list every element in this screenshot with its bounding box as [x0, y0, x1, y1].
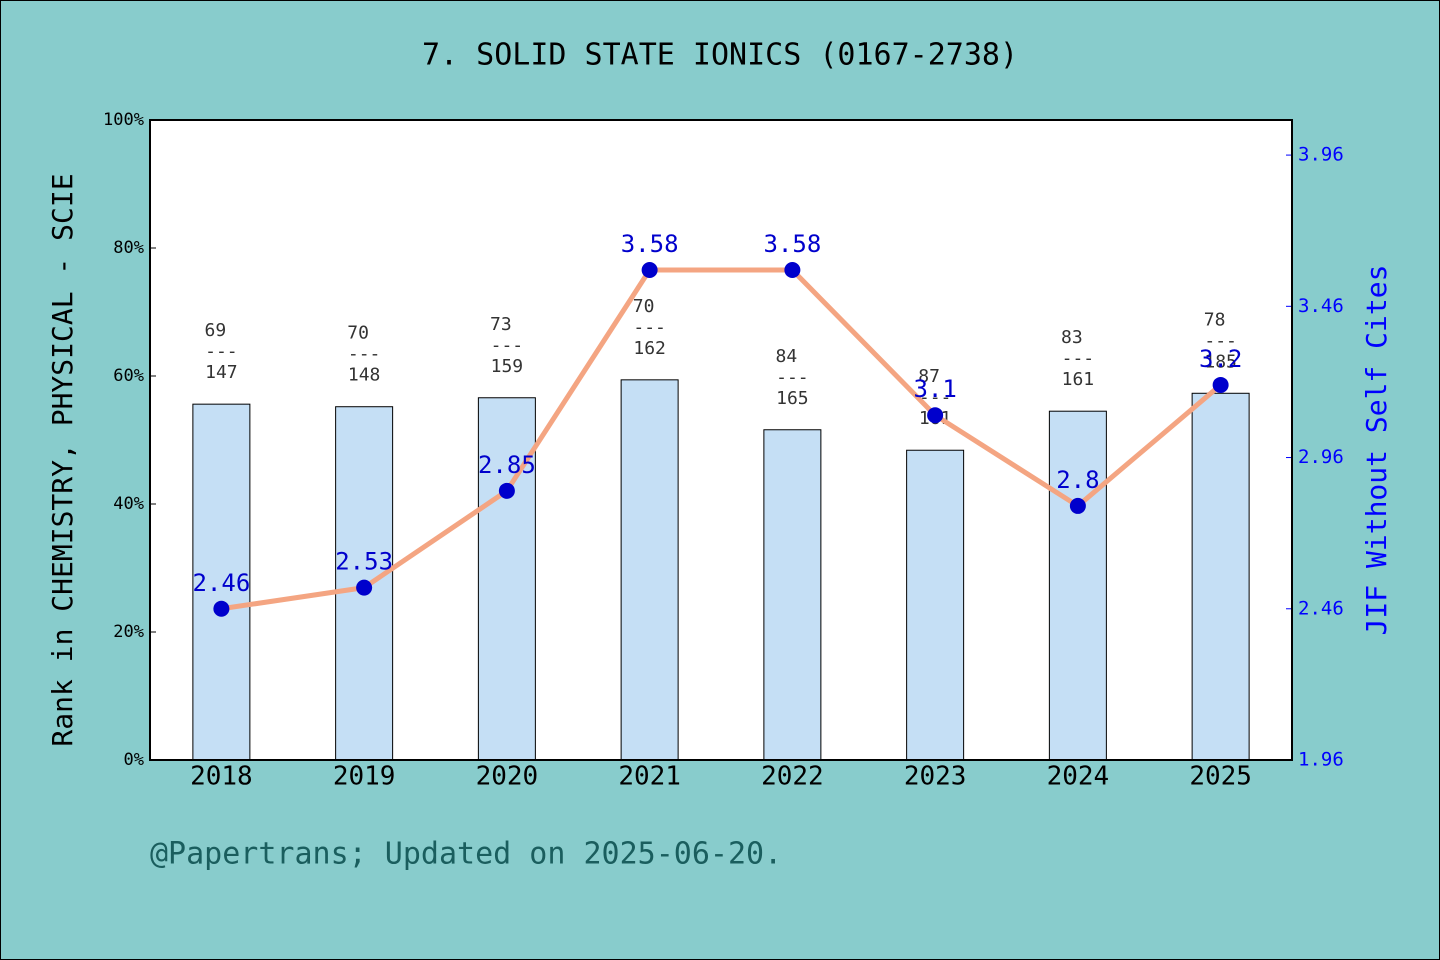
- bar: [620, 379, 679, 761]
- rank-label: 70: [633, 296, 655, 317]
- value-label: 2.53: [335, 548, 393, 576]
- y2-tick-label: 2.46: [1298, 597, 1344, 619]
- rank-total: 161: [1062, 369, 1095, 390]
- rank-total: 159: [491, 356, 524, 377]
- rank-label: 69: [205, 320, 227, 341]
- rank-label: 73: [490, 314, 512, 335]
- x-tick-label: 2020: [476, 762, 539, 792]
- x-tick-label: 2023: [904, 762, 967, 792]
- rank-total: 185: [1204, 351, 1237, 372]
- bar: [1191, 392, 1250, 761]
- y-tick-label: 60%: [113, 366, 144, 386]
- bar: [192, 403, 251, 761]
- marker: [927, 407, 944, 424]
- rank-label: 87: [918, 366, 940, 387]
- bar: [763, 429, 822, 761]
- line: [221, 267, 1223, 612]
- value-label: 3.1: [913, 375, 956, 403]
- rank-label: 78: [1204, 309, 1226, 330]
- rank-separator: ---: [776, 367, 809, 388]
- rank-separator: ---: [1204, 330, 1237, 351]
- y-tick-label: 80%: [113, 238, 144, 258]
- y-tick-label: 100%: [103, 110, 144, 130]
- rank-total: 162: [633, 338, 666, 359]
- marker: [641, 262, 658, 279]
- y-tick-label: 20%: [113, 622, 144, 642]
- y-tick-label: 40%: [113, 494, 144, 514]
- footer: @Papertrans; Updated on 2025-06-20.: [150, 837, 782, 872]
- chart-title: 7. SOLID STATE IONICS (0167-2738): [422, 38, 1018, 73]
- rank-total: 147: [205, 362, 238, 383]
- x-tick-label: 2022: [761, 762, 824, 792]
- x-tick-label: 2019: [333, 762, 396, 792]
- rank-label: 70: [347, 323, 369, 344]
- rank-label: 83: [1061, 327, 1083, 348]
- plot-area: [150, 120, 1292, 760]
- y2-tick-label: 3.46: [1298, 295, 1344, 317]
- x-tick-label: 2018: [190, 762, 253, 792]
- rank-separator: ---: [491, 335, 524, 356]
- value-label: 2.85: [478, 451, 536, 479]
- value-label: 3.58: [763, 230, 821, 258]
- rank-label: 84: [776, 346, 798, 367]
- value-label: 3.58: [621, 230, 679, 258]
- x-tick-label: 2021: [618, 762, 681, 792]
- marker: [784, 262, 801, 279]
- value-label: 2.46: [192, 569, 250, 597]
- value-label: 2.8: [1056, 466, 1099, 494]
- plot-frame: [149, 119, 1293, 761]
- bar: [906, 449, 965, 761]
- rank-total: 148: [348, 365, 381, 386]
- marker: [1069, 497, 1086, 514]
- rank-separator: ---: [1062, 348, 1095, 369]
- rank-separator: ---: [633, 317, 666, 338]
- x-tick-label: 2025: [1189, 762, 1252, 792]
- y-tick-label: 0%: [124, 750, 144, 770]
- marker: [1212, 376, 1229, 393]
- marker: [213, 600, 230, 617]
- rank-separator: ---: [919, 387, 952, 408]
- x-tick-label: 2024: [1047, 762, 1110, 792]
- y-axis-label: Rank in CHEMISTRY, PHYSICAL - SCIE: [46, 173, 79, 746]
- bar: [1048, 410, 1107, 761]
- marker: [498, 482, 515, 499]
- rank-separator: ---: [348, 344, 381, 365]
- rank-separator: ---: [205, 341, 238, 362]
- y2-axis-label: JIF Without Self Cites: [1360, 265, 1393, 636]
- rank-total: 165: [776, 388, 809, 409]
- y2-tick-label: 2.96: [1298, 446, 1344, 468]
- y2-tick-label: 3.96: [1298, 144, 1344, 166]
- y2-tick-label: 1.96: [1298, 749, 1344, 771]
- value-label: 3.2: [1199, 345, 1242, 373]
- marker: [356, 579, 373, 596]
